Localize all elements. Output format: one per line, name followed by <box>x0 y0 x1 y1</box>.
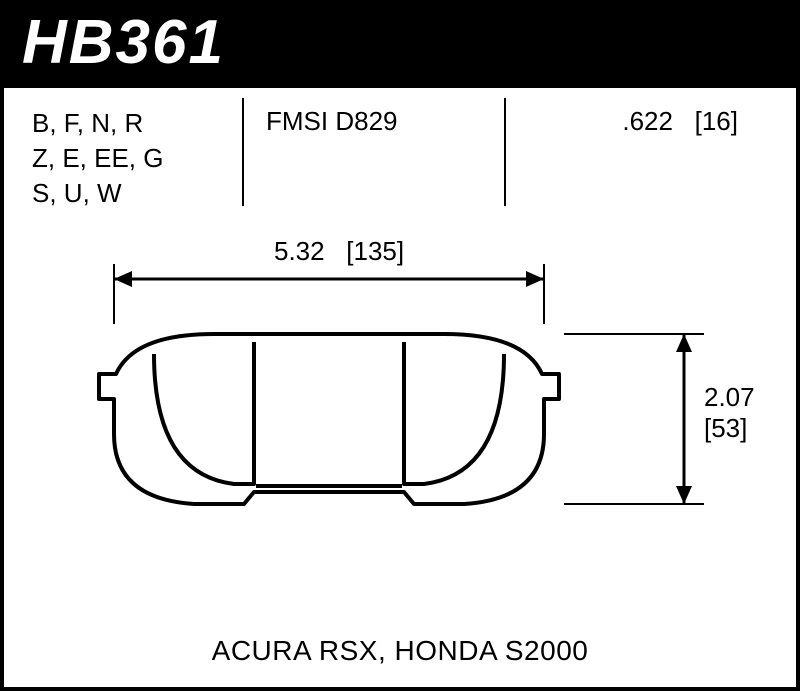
spec-sheet: HB361 B, F, N, R Z, E, EE, G S, U, W FMS… <box>0 0 800 691</box>
spec-row: B, F, N, R Z, E, EE, G S, U, W FMSI D829… <box>4 88 796 218</box>
width-inches: 5.32 <box>274 236 325 266</box>
height-inches: 2.07 <box>704 382 755 413</box>
column-divider <box>504 98 506 206</box>
part-number-header: HB361 <box>4 4 796 88</box>
column-divider <box>242 98 244 206</box>
thickness-mm: [16] <box>695 106 738 136</box>
brake-pad-drawing <box>4 224 800 604</box>
compounds-line: Z, E, EE, G <box>32 141 242 176</box>
width-dimension-label: 5.32 [135] <box>274 236 404 267</box>
fmsi-code: FMSI D829 <box>242 106 492 218</box>
brake-pad-outline <box>99 334 559 504</box>
thickness-spec: .622 [16] <box>492 106 768 218</box>
part-number: HB361 <box>22 8 225 77</box>
height-dimension-label: 2.07 [53] <box>704 382 755 444</box>
thickness-inches: .622 <box>622 106 673 136</box>
compound-codes: B, F, N, R Z, E, EE, G S, U, W <box>32 106 242 218</box>
compounds-line: B, F, N, R <box>32 106 242 141</box>
height-mm: [53] <box>704 413 755 444</box>
height-dimension <box>564 334 704 504</box>
width-dimension <box>114 264 544 324</box>
width-mm: [135] <box>346 236 404 266</box>
vehicle-applications: ACURA RSX, HONDA S2000 <box>4 635 796 667</box>
compounds-line: S, U, W <box>32 176 242 211</box>
